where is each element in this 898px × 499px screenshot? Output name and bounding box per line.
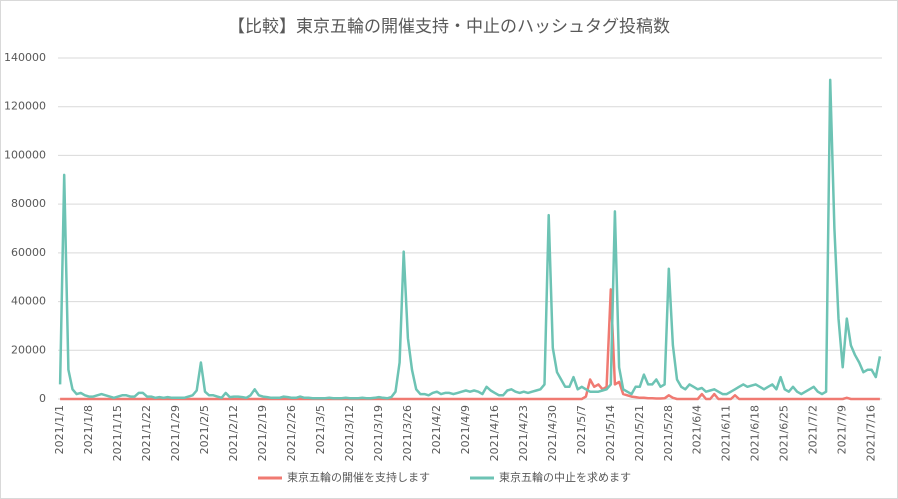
y-tick-label: 60000 bbox=[11, 246, 46, 259]
x-tick-label: 2021/2/12 bbox=[227, 405, 240, 461]
x-tick-label: 2021/4/9 bbox=[459, 405, 472, 454]
x-tick-label: 2021/1/8 bbox=[82, 405, 95, 454]
y-tick-label: 120000 bbox=[4, 100, 46, 113]
x-tick-label: 2021/6/25 bbox=[778, 405, 791, 461]
x-tick-label: 2021/4/2 bbox=[430, 405, 443, 454]
y-tick-label: 20000 bbox=[11, 343, 46, 356]
y-tick-label: 140000 bbox=[4, 51, 46, 64]
y-tick-label: 40000 bbox=[11, 295, 46, 308]
x-tick-label: 2021/7/2 bbox=[807, 405, 820, 454]
x-tick-label: 2021/3/26 bbox=[401, 405, 414, 461]
x-tick-label: 2021/7/16 bbox=[865, 405, 878, 461]
y-tick-label: 80000 bbox=[11, 197, 46, 210]
x-tick-label: 2021/4/16 bbox=[488, 405, 501, 461]
x-tick-label: 2021/1/15 bbox=[111, 405, 124, 461]
x-tick-label: 2021/6/18 bbox=[749, 405, 762, 461]
x-tick-label: 2021/5/14 bbox=[604, 405, 617, 461]
legend-label: 東京五輪の中止を求めます bbox=[499, 470, 631, 484]
x-tick-label: 2021/7/9 bbox=[836, 405, 849, 454]
x-tick-label: 2021/5/21 bbox=[633, 405, 646, 461]
x-tick-label: 2021/1/22 bbox=[140, 405, 153, 461]
x-tick-label: 2021/6/4 bbox=[691, 405, 704, 454]
x-tick-label: 2021/1/1 bbox=[53, 405, 66, 454]
x-tick-label: 2021/2/26 bbox=[285, 405, 298, 461]
legend-label: 東京五輪の開催を支持します bbox=[287, 470, 430, 484]
x-tick-label: 2021/1/29 bbox=[169, 405, 182, 461]
x-tick-label: 2021/3/12 bbox=[343, 405, 356, 461]
series-line bbox=[58, 78, 882, 400]
series-line bbox=[60, 288, 880, 401]
x-tick-label: 2021/3/19 bbox=[372, 405, 385, 461]
x-tick-label: 2021/5/28 bbox=[662, 405, 675, 461]
x-tick-label: 2021/4/30 bbox=[546, 405, 559, 461]
x-tick-label: 2021/4/23 bbox=[517, 405, 530, 461]
x-tick-label: 2021/2/5 bbox=[198, 405, 211, 454]
x-tick-label: 2021/5/7 bbox=[575, 405, 588, 454]
x-tick-label: 2021/6/11 bbox=[720, 405, 733, 461]
y-tick-label: 100000 bbox=[4, 148, 46, 161]
chart-title: 【比較】東京五輪の開催支持・中止のハッシュタグ投稿数 bbox=[228, 17, 670, 37]
x-tick-label: 2021/3/5 bbox=[314, 405, 327, 454]
y-tick-label: 0 bbox=[39, 392, 46, 405]
x-tick-label: 2021/2/19 bbox=[256, 405, 269, 461]
